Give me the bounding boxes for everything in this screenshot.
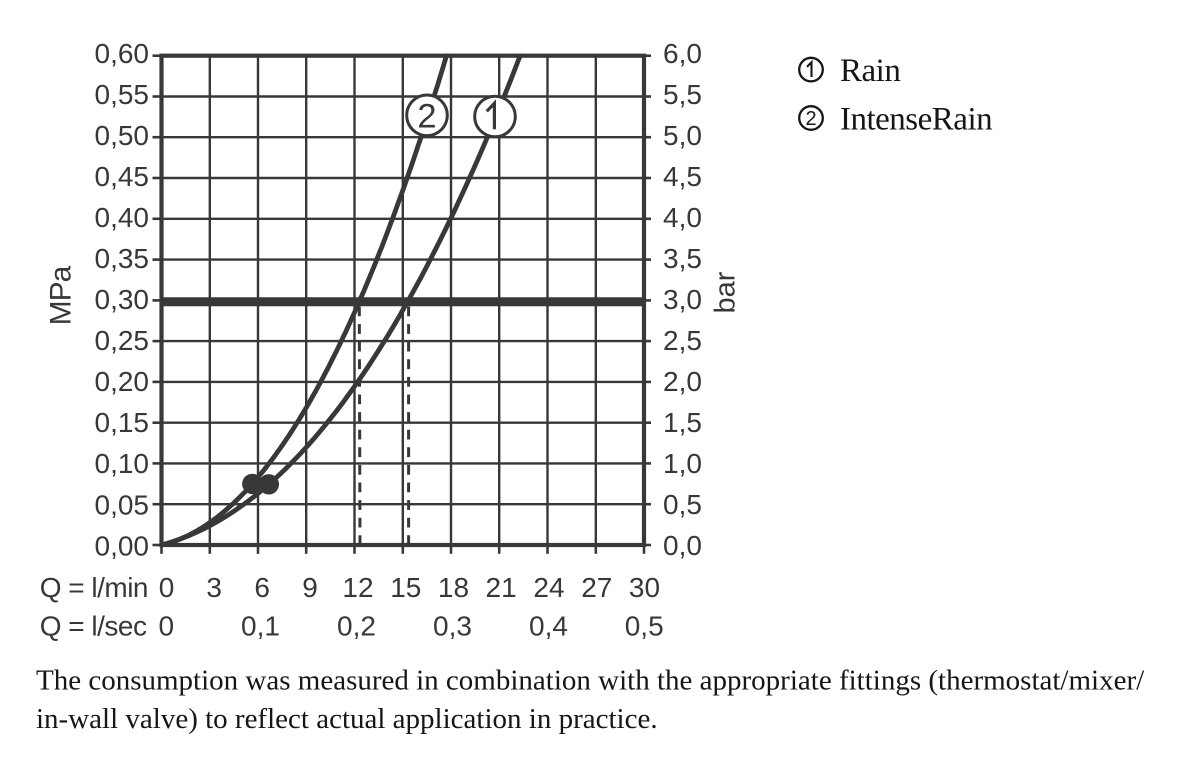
svg-text:2: 2 — [417, 98, 436, 136]
svg-text:5,0: 5,0 — [663, 120, 702, 151]
svg-text:15: 15 — [390, 572, 421, 603]
svg-text:0,25: 0,25 — [95, 325, 150, 356]
svg-text:0,2: 0,2 — [337, 610, 376, 641]
svg-text:0,1: 0,1 — [241, 610, 280, 641]
svg-text:0: 0 — [159, 610, 175, 641]
svg-text:0,20: 0,20 — [95, 366, 150, 397]
svg-text:0,40: 0,40 — [95, 202, 150, 233]
svg-text:Rain: Rain — [840, 53, 900, 89]
svg-text:9: 9 — [302, 572, 318, 603]
svg-text:1,0: 1,0 — [663, 448, 702, 479]
svg-text:4,0: 4,0 — [663, 202, 702, 233]
svg-text:0,45: 0,45 — [95, 161, 150, 192]
svg-text:2,5: 2,5 — [663, 325, 702, 356]
svg-text:0,0: 0,0 — [663, 530, 702, 561]
svg-text:3: 3 — [206, 572, 222, 603]
svg-text:21: 21 — [486, 572, 517, 603]
svg-text:3,0: 3,0 — [663, 284, 702, 315]
svg-text:0,30: 0,30 — [95, 284, 150, 315]
svg-text:IntenseRain: IntenseRain — [840, 101, 992, 137]
svg-text:0,55: 0,55 — [95, 79, 150, 110]
svg-text:2: 2 — [805, 108, 816, 130]
svg-text:MPa: MPa — [45, 265, 78, 325]
svg-text:The consumption was measured i: The consumption was measured in combinat… — [36, 665, 1145, 697]
svg-text:30: 30 — [629, 572, 660, 603]
svg-text:0: 0 — [159, 572, 175, 603]
svg-text:0,4: 0,4 — [529, 610, 568, 641]
svg-text:0,05: 0,05 — [95, 489, 150, 520]
svg-text:27: 27 — [581, 572, 612, 603]
svg-text:4,5: 4,5 — [663, 161, 702, 192]
svg-text:0,5: 0,5 — [625, 610, 664, 641]
svg-text:1,5: 1,5 — [663, 407, 702, 438]
svg-text:0,50: 0,50 — [95, 120, 150, 151]
svg-text:5,5: 5,5 — [663, 79, 702, 110]
svg-text:bar: bar — [710, 271, 742, 313]
svg-text:24: 24 — [533, 572, 564, 603]
svg-text:in-wall valve) to reflect actu: in-wall valve) to reflect actual applica… — [36, 703, 658, 735]
svg-text:0,35: 0,35 — [95, 243, 150, 274]
svg-text:0,15: 0,15 — [95, 407, 150, 438]
svg-text:0,10: 0,10 — [95, 448, 150, 479]
svg-text:0,3: 0,3 — [433, 610, 472, 641]
svg-text:18: 18 — [438, 572, 469, 603]
svg-text:0,60: 0,60 — [95, 38, 150, 69]
svg-text:6: 6 — [254, 572, 270, 603]
svg-text:6,0: 6,0 — [663, 38, 702, 69]
svg-text:0,00: 0,00 — [95, 530, 150, 561]
svg-text:3,5: 3,5 — [663, 243, 702, 274]
svg-text:Q = l/sec: Q = l/sec — [40, 610, 147, 641]
svg-text:0,5: 0,5 — [663, 489, 702, 520]
svg-text:2,0: 2,0 — [663, 366, 702, 397]
svg-text:12: 12 — [342, 572, 373, 603]
svg-text:Q = l/min: Q = l/min — [40, 572, 148, 603]
